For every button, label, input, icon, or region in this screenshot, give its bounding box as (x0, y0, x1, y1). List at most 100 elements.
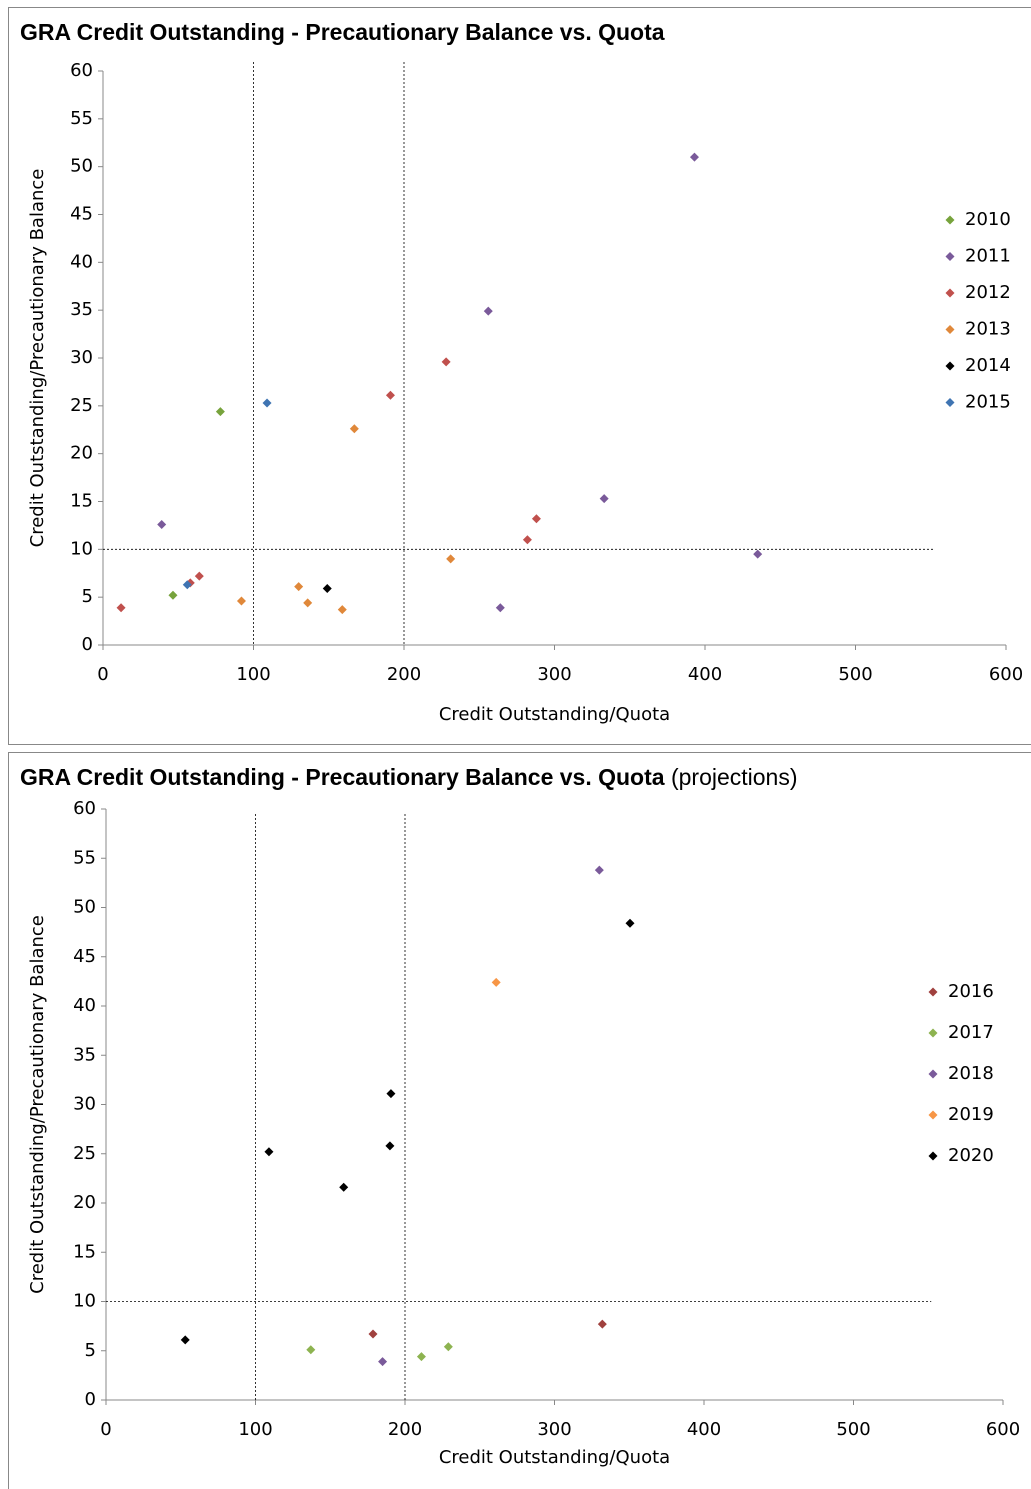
point (386, 1089, 396, 1099)
point (385, 1141, 395, 1151)
legend-label: 2015 (965, 392, 1011, 413)
point (599, 494, 609, 504)
point (294, 582, 304, 592)
x-axis-label: Credit Outstanding/Quota (439, 704, 670, 725)
point (625, 918, 635, 928)
point (339, 1182, 349, 1192)
point (491, 977, 501, 987)
x-axis-label: Credit Outstanding/Quota (439, 1447, 670, 1468)
x-tick-label: 600 (986, 1419, 1020, 1440)
y-tick-label: 0 (85, 1389, 96, 1410)
legend-label: 2016 (948, 981, 994, 1002)
point (385, 390, 395, 400)
y-tick-label: 10 (70, 538, 93, 559)
chart-frame (8, 752, 1031, 1489)
y-tick-label: 60 (70, 60, 93, 81)
y-tick-label: 35 (70, 299, 93, 320)
point (446, 554, 456, 564)
x-tick-label: 100 (236, 664, 270, 685)
point (594, 865, 604, 875)
x-tick-label: 0 (97, 664, 108, 685)
y-tick-label: 10 (73, 1291, 96, 1312)
y-tick-label: 35 (73, 1044, 96, 1065)
point (689, 152, 699, 162)
point (306, 1345, 316, 1355)
y-tick-label: 15 (73, 1241, 96, 1262)
x-tick-label: 300 (537, 1419, 571, 1440)
y-tick-label: 20 (73, 1192, 96, 1213)
legend-marker (928, 1028, 938, 1038)
point (531, 514, 541, 524)
y-tick-label: 55 (73, 847, 96, 868)
legend-label: 2020 (948, 1145, 994, 1166)
point (157, 519, 167, 529)
y-tick-label: 50 (73, 897, 96, 918)
title-note: (projections) (671, 764, 798, 790)
legend-marker (945, 398, 955, 407)
legend-marker (928, 1110, 938, 1120)
y-tick-label: 25 (70, 395, 93, 416)
legend-label: 2017 (948, 1022, 994, 1043)
legend-label: 2018 (948, 1063, 994, 1084)
legend-marker (928, 987, 938, 997)
legend-marker (945, 288, 955, 298)
point (182, 580, 192, 590)
point (194, 571, 204, 581)
x-tick-label: 100 (238, 1419, 272, 1440)
point (262, 398, 272, 408)
point (116, 603, 126, 613)
x-tick-label: 600 (989, 664, 1023, 685)
y-axis-label: Credit Outstanding/Precautionary Balance (27, 169, 48, 548)
x-tick-label: 400 (688, 664, 722, 685)
point (597, 1319, 607, 1329)
legend-marker (945, 215, 955, 225)
point (378, 1357, 388, 1367)
y-tick-label: 50 (70, 156, 93, 177)
x-tick-label: 500 (838, 664, 872, 685)
x-tick-label: 500 (836, 1419, 870, 1440)
legend-marker (928, 1151, 938, 1161)
chart-title: GRA Credit Outstanding - Precautionary B… (20, 19, 665, 45)
y-axis-label: Credit Outstanding/Precautionary Balance (27, 915, 48, 1294)
point (264, 1147, 274, 1157)
y-tick-label: 5 (82, 586, 93, 607)
point (441, 357, 451, 367)
point (303, 598, 313, 608)
title-text: GRA Credit Outstanding - Precautionary B… (20, 19, 665, 45)
y-tick-label: 0 (82, 634, 93, 655)
x-tick-label: 200 (388, 1419, 422, 1440)
legend-label: 2012 (965, 282, 1011, 303)
point (368, 1329, 378, 1339)
x-tick-label: 200 (387, 664, 421, 685)
point (337, 605, 347, 615)
title-text: GRA Credit Outstanding - Precautionary B… (20, 764, 665, 790)
point (215, 407, 225, 417)
x-tick-label: 400 (687, 1419, 721, 1440)
legend-label: 2010 (965, 209, 1011, 230)
point (349, 424, 359, 434)
y-tick-label: 20 (70, 443, 93, 464)
y-tick-label: 30 (70, 347, 93, 368)
x-tick-label: 300 (537, 664, 571, 685)
point (236, 596, 246, 606)
legend-label: 2011 (965, 246, 1011, 267)
x-tick-label: 0 (100, 1419, 111, 1440)
y-tick-label: 15 (70, 491, 93, 512)
legend-marker (945, 325, 955, 334)
y-tick-label: 45 (73, 946, 96, 967)
y-tick-label: 45 (70, 204, 93, 225)
y-tick-label: 40 (70, 251, 93, 272)
legend-label: 2014 (965, 355, 1011, 376)
point (322, 584, 332, 594)
legend-marker (945, 361, 955, 371)
legend-marker (945, 252, 955, 261)
y-tick-label: 55 (70, 108, 93, 129)
point (753, 549, 763, 559)
point (168, 590, 178, 600)
point (180, 1335, 190, 1345)
legend-label: 2013 (965, 319, 1011, 340)
point (443, 1342, 453, 1352)
y-tick-label: 60 (73, 798, 96, 819)
legend-marker (928, 1069, 938, 1079)
